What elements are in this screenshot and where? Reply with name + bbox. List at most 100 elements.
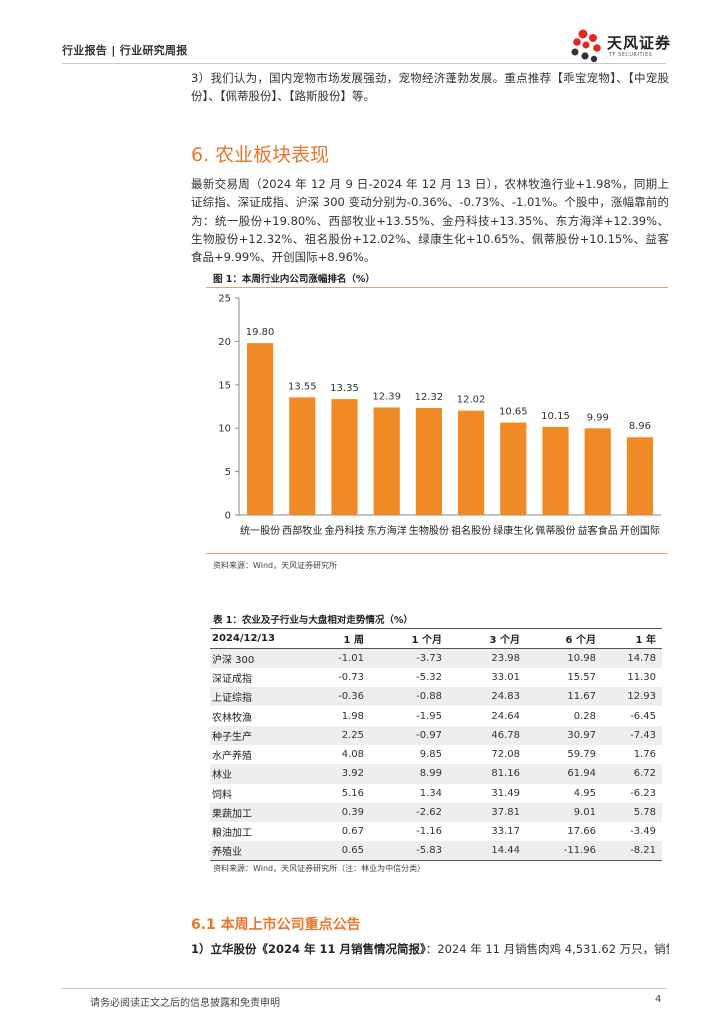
- table-row: 林业 3.92 8.99 81.16 61.94 6.72: [210, 764, 662, 784]
- figure-source: 资料来源：Wind，天风证券研究所: [213, 561, 338, 570]
- table-header-row: 2024/12/13 1 周 1 个月 3 个月 6 个月 1 年: [210, 628, 662, 649]
- bar-value-label: 13.35: [330, 383, 359, 394]
- bar: [289, 397, 316, 515]
- table-cell: 4.95: [573, 787, 596, 799]
- announcement-text: ：2024 年 11 月销售肉鸡 4,531.62 万只，销售: [425, 942, 669, 956]
- table-row: 农林牧渔 1.98 -1.95 24.64 0.28 -6.45: [210, 706, 662, 725]
- bar-value-label: 12.32: [415, 392, 444, 403]
- bar-value-label: 10.15: [541, 411, 570, 422]
- table-row-label: 农林牧渔: [212, 712, 252, 724]
- bar-value-label: 12.02: [457, 395, 486, 406]
- table-cell: 11.30: [627, 671, 656, 683]
- bar-value-label: 19.80: [246, 327, 275, 338]
- y-tick-label: 25: [218, 294, 231, 305]
- table-cell: 59.79: [567, 749, 596, 761]
- bar: [542, 426, 569, 515]
- figure-title: 图 1：本周行业内公司涨幅排名（%）: [213, 274, 375, 285]
- table-cell: 33.01: [491, 671, 520, 683]
- table-cell: 81.16: [491, 768, 520, 780]
- report-category-label: 行业报告 | 行业研究周报: [62, 44, 188, 57]
- table-cell: 23.98: [491, 652, 520, 664]
- x-tick-label: 佩蒂股份: [535, 524, 575, 537]
- bar-value-label: 13.55: [288, 381, 317, 392]
- table-row: 种子生产 2.25 -0.97 46.78 30.97 -7.43: [210, 725, 662, 745]
- table-cell: -0.36: [338, 691, 364, 703]
- bar-value-label: 8.96: [629, 421, 651, 432]
- table-source: 资料来源：Wind，天风证券研究所（注：林业为中信分类）: [213, 864, 426, 873]
- table-row: 深证成指 -0.73 -5.32 33.01 15.57 11.30: [210, 668, 662, 687]
- table-row-label: 粮油加工: [212, 828, 252, 840]
- table-cell: 12.93: [627, 691, 656, 703]
- table-cell: 5.16: [341, 787, 364, 799]
- x-tick-label: 生物股份: [409, 524, 449, 537]
- table-cell: -2.62: [416, 807, 442, 819]
- table-cell: 9.01: [573, 807, 596, 819]
- y-tick-label: 15: [218, 380, 231, 391]
- table-cell: -7.43: [630, 729, 656, 741]
- x-tick-label: 东方海洋: [367, 524, 407, 537]
- bar: [500, 422, 527, 515]
- subsection-title: 6.1 本周上市公司重点公告: [191, 917, 361, 933]
- table-cell: 14.78: [627, 652, 656, 664]
- announcement-item: 1）立华股份《2024 年 11 月销售情况简报》：2024 年 11 月销售肉…: [191, 941, 669, 957]
- table-cell: -5.83: [416, 845, 442, 857]
- x-tick-label: 绿康生化: [493, 524, 533, 537]
- x-tick-label: 统一股份: [240, 524, 280, 537]
- table-cell: 4.08: [341, 749, 364, 761]
- table-cell: -1.95: [416, 710, 442, 722]
- bar: [415, 408, 442, 515]
- table-cell: 24.83: [491, 691, 520, 703]
- table-cell: 15.57: [567, 671, 596, 683]
- table-cell: -3.73: [416, 652, 442, 664]
- table-cell: 30.97: [567, 729, 596, 741]
- table-cell: 6.72: [633, 768, 656, 780]
- section-title: 6. 农业板块表现: [191, 144, 330, 166]
- table-cell: 1.34: [419, 787, 442, 799]
- bar: [331, 399, 358, 515]
- bar-value-label: 12.39: [372, 391, 401, 402]
- table-cell: 9.85: [419, 749, 442, 761]
- bar: [373, 407, 400, 515]
- table-row-label: 养殖业: [212, 847, 242, 859]
- table-row: 沪深 300 -1.01 -3.73 23.98 10.98 14.78: [210, 648, 662, 668]
- table-cell: 61.94: [567, 768, 596, 780]
- table-cell: 33.17: [491, 826, 520, 838]
- x-tick-label: 金丹科技: [324, 524, 364, 537]
- bar: [458, 410, 485, 515]
- table-cell: -0.97: [416, 729, 442, 741]
- table-cell: 1.98: [341, 710, 364, 722]
- logo-name-cn: 天风证券: [607, 34, 672, 52]
- table-cell: -3.49: [630, 826, 656, 838]
- table-row-label: 深证成指: [212, 673, 252, 685]
- footer-disclaimer: 请务必阅读正文之后的信息披露和免责申明: [90, 998, 280, 1009]
- footer-divider: [62, 988, 666, 989]
- table-title: 表 1：农业及子行业与大盘相对走势情况（%）: [213, 615, 413, 626]
- y-tick-label: 0: [225, 511, 231, 522]
- figure-top-rule: [206, 287, 668, 288]
- page-number: 4: [655, 994, 662, 1005]
- table-row: 水产养殖 4.08 9.85 72.08 59.79 1.76: [210, 745, 662, 764]
- sector-performance-table: 2024/12/13 1 周 1 个月 3 个月 6 个月 1 年 沪深 300 -1.01…: [210, 628, 662, 861]
- table-cell: 5.78: [633, 807, 656, 819]
- table-cell: -1.16: [416, 826, 442, 838]
- table-header-cell: 3 个月: [489, 635, 520, 646]
- table-cell: 11.67: [567, 691, 596, 703]
- logo-flower-icon: [571, 29, 601, 63]
- figure-bottom-rule: [206, 553, 668, 554]
- x-tick-label: 益客食品: [578, 524, 618, 537]
- market-summary-paragraph: 最新交易周（2024 年 12 月 9 日-2024 年 12 月 13 日），…: [191, 177, 669, 265]
- table-cell: 2.25: [341, 729, 364, 741]
- table-row-label: 果蔬加工: [212, 809, 252, 821]
- table-cell: -11.96: [563, 845, 596, 857]
- table-header-cell: 1 周: [343, 635, 364, 646]
- table-row: 上证综指 -0.36 -0.88 24.83 11.67 12.93: [210, 687, 662, 707]
- table-row-label: 林业: [212, 770, 232, 782]
- table-header-cell: 6 个月: [565, 635, 596, 646]
- y-tick-label: 5: [225, 467, 231, 478]
- table-cell: 0.28: [573, 710, 596, 722]
- table-row-label: 上证综指: [212, 693, 252, 705]
- table-cell: 8.99: [419, 768, 442, 780]
- table-cell: 0.65: [341, 845, 364, 857]
- gain-ranking-bar-chart: 0 5 10 15 20 25 19.80 统一股份 13.55 西部牧业 13.35 金丹科技 12.…: [218, 294, 661, 537]
- table-cell: 46.78: [491, 729, 520, 741]
